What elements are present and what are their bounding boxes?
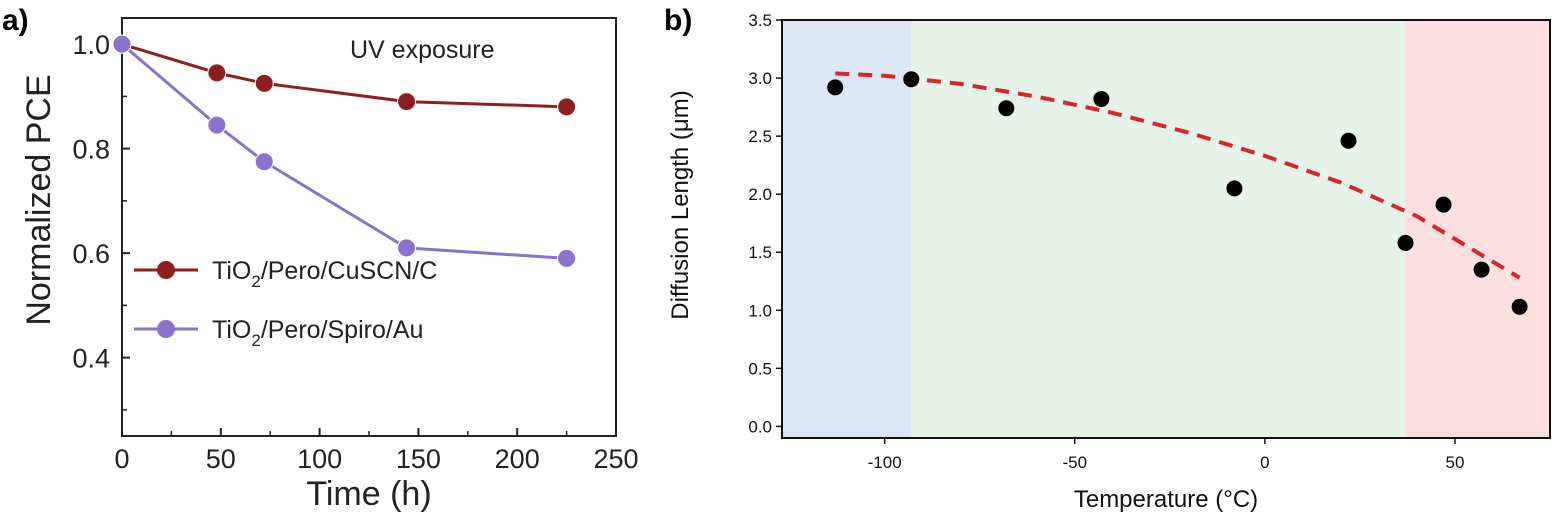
panel-a-series-point-0 [207, 63, 227, 83]
panel-b-points [827, 71, 1528, 315]
panel-a-x-tick-label: 200 [495, 444, 540, 474]
panel-b-fit-line [835, 71, 1521, 280]
panel-a-legend: TiO2/Pero/CuSCN/C TiO2/Pero/Spiro/Au [134, 257, 437, 350]
panel-b-data-point [1435, 196, 1452, 213]
panel-b-data-point [1340, 132, 1357, 149]
panel-b-fit [835, 71, 1521, 280]
panel-b-regions [782, 20, 1550, 438]
panel-a-series-point-1 [397, 238, 417, 258]
panel-b-region-2 [1405, 20, 1550, 438]
panel-b-y-axis-title: Diffusion Length (μm) [667, 90, 694, 320]
panel-a-series-point-1 [207, 115, 227, 135]
panel-b-y-tick-label: 2.5 [748, 127, 772, 146]
panel-a: a) 0 50 100 150 200 250 0.4 0.6 0.8 1.0 UV exposu… [2, 4, 639, 513]
panel-b: b) -100 -50 0 50 0.0 0.5 1.0 1.5 2.0 2.5 3.0 3.5 Te… [664, 4, 1551, 513]
panel-b-region-0 [782, 20, 912, 438]
panel-b-x-tick-label: -50 [1062, 453, 1087, 472]
panel-b-data-point [1226, 180, 1243, 197]
panel-a-y-axis-title: Normalized PCE [20, 74, 58, 325]
panel-a-y-tick-label: 0.8 [72, 135, 110, 165]
panel-a-label: a) [2, 4, 29, 37]
panel-b-data-point [903, 71, 920, 88]
panel-b-label: b) [664, 4, 692, 37]
panel-a-x-tick-label: 250 [593, 444, 638, 474]
panel-a-series-line-0 [121, 42, 567, 109]
panel-a-series-point-0 [397, 92, 417, 112]
panel-b-y-tick-label: 3.0 [748, 69, 772, 88]
panel-b-data-point [1511, 298, 1528, 315]
panel-a-y-tick-label: 0.6 [72, 239, 110, 269]
panel-b-y-tick-label: 1.0 [748, 301, 772, 320]
panel-b-y-tick-label: 0.0 [748, 417, 772, 436]
panel-b-x-tick-label: 50 [1445, 453, 1464, 472]
panel-a-series-line-1 [121, 42, 567, 260]
panel-a-y-tick-label: 1.0 [72, 30, 110, 60]
panel-b-x-axis-title: Temperature (°C) [1074, 486, 1258, 513]
panel-b-y-tick-label: 1.5 [748, 243, 772, 262]
panel-a-y-tick-label: 0.4 [72, 344, 110, 374]
panel-b-y-tick-label: 0.5 [748, 359, 772, 378]
panel-a-series-point-0 [254, 73, 274, 93]
panel-b-y-tick-label: 3.5 [748, 11, 772, 30]
panel-b-data-point [827, 79, 844, 96]
panel-a-x-tick-label: 50 [206, 444, 236, 474]
panel-a-series-point-1 [254, 152, 274, 172]
panel-a-x-axis-title: Time (h) [306, 475, 431, 513]
panel-b-plot-frame [781, 19, 1551, 439]
panel-a-ticks: 0 50 100 150 200 250 0.4 0.6 0.8 1.0 [72, 30, 638, 474]
panel-a-legend-label-0: TiO2/Pero/CuSCN/C [212, 257, 437, 291]
panel-a-series-point-0 [557, 97, 577, 117]
panel-b-data-point [998, 100, 1015, 117]
panel-a-series [112, 34, 577, 268]
panel-a-x-tick-label: 100 [297, 444, 342, 474]
panel-b-ticks: -100 -50 0 50 0.0 0.5 1.0 1.5 2.0 2.5 3.0 3.5 [748, 11, 1464, 472]
panel-a-legend-label-1: TiO2/Pero/Spiro/Au [212, 316, 423, 350]
panel-a-plot-frame [121, 17, 617, 437]
panel-b-x-tick-label: -100 [868, 453, 902, 472]
panel-b-y-tick-label: 2.0 [748, 185, 772, 204]
panel-a-x-tick-label: 0 [114, 444, 129, 474]
panel-b-data-point [1397, 234, 1414, 251]
panel-b-region-1 [911, 20, 1406, 438]
panel-a-series-point-1 [112, 34, 132, 54]
panel-a-series-point-1 [557, 248, 577, 268]
panel-a-x-tick-label: 150 [396, 444, 441, 474]
panel-a-legend-marker-0 [157, 261, 175, 279]
panel-b-x-tick-label: 0 [1260, 453, 1269, 472]
panel-a-annotation: UV exposure [350, 36, 495, 64]
panel-b-data-point [1473, 261, 1490, 278]
panel-a-legend-marker-1 [157, 320, 175, 338]
panel-b-data-point [1093, 90, 1110, 107]
